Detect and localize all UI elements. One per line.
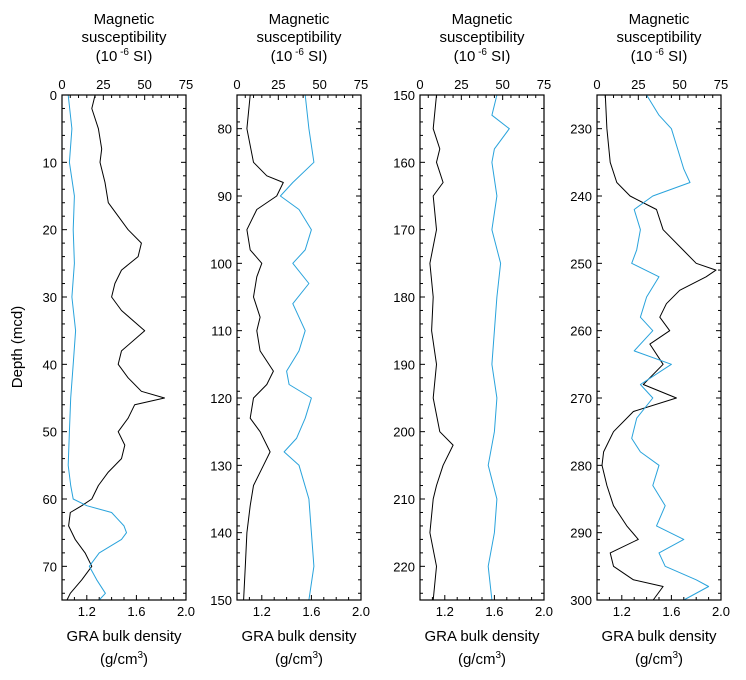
depth-axis-tick-label: 40 xyxy=(43,357,57,372)
density-curve xyxy=(487,94,510,601)
top-axis-tick-label: 75 xyxy=(714,77,728,92)
depth-axis-tick-label: 90 xyxy=(218,189,232,204)
susceptibility-curve xyxy=(243,94,284,601)
depth-axis-tick-label: 180 xyxy=(393,290,415,305)
top-axis-tick-label: 75 xyxy=(179,77,193,92)
depth-axis-tick-label: 170 xyxy=(393,223,415,238)
depth-axis-tick-label: 280 xyxy=(570,458,592,473)
depth-axis-tick-label: 140 xyxy=(210,526,232,541)
depth-axis-tick-label: 100 xyxy=(210,256,232,271)
depth-axis-tick-label: 300 xyxy=(570,593,592,608)
depth-axis-tick-label: 70 xyxy=(43,559,57,574)
top-axis-tick-label: 0 xyxy=(593,77,600,92)
top-axis-tick-label: 50 xyxy=(312,77,326,92)
susceptibility-curve xyxy=(429,94,454,601)
depth-axis-tick-label: 190 xyxy=(393,357,415,372)
panel-frame xyxy=(61,94,187,601)
top-axis-tick-label: 25 xyxy=(454,77,468,92)
depth-axis-tick-label: 120 xyxy=(210,391,232,406)
bottom-axis-tick-label: 2.0 xyxy=(535,604,553,619)
depth-axis-tick-label: 200 xyxy=(393,425,415,440)
bottom-axis-tick-label: 1.6 xyxy=(485,604,503,619)
depth-axis-tick-label: 50 xyxy=(43,425,57,440)
panel-frame xyxy=(596,94,722,601)
top-axis-title-units: (10 -6 SI) xyxy=(96,47,153,65)
bottom-axis-tick-label: 1.6 xyxy=(127,604,145,619)
depth-axis-tick-label: 160 xyxy=(393,155,415,170)
depth-axis-tick-label: 230 xyxy=(570,122,592,137)
depth-axis-tick-label: 240 xyxy=(570,189,592,204)
susceptibility-curve xyxy=(66,94,165,601)
depth-axis-tick-label: 220 xyxy=(393,559,415,574)
depth-axis-tick-label: 150 xyxy=(393,88,415,103)
density-curve xyxy=(279,94,315,601)
depth-axis-tick-label: 270 xyxy=(570,391,592,406)
top-axis-title-line2: susceptibility xyxy=(81,29,167,46)
top-axis-title-line2: susceptibility xyxy=(616,29,702,46)
depth-axis-tick-label: 110 xyxy=(211,324,232,339)
depth-axis-tick-label: 80 xyxy=(218,122,232,137)
top-axis-tick-label: 50 xyxy=(672,77,686,92)
bottom-axis-tick-label: 1.6 xyxy=(302,604,320,619)
top-axis-title-line2: susceptibility xyxy=(256,29,342,46)
depth-axis-tick-label: 0 xyxy=(50,88,57,103)
depth-axis-tick-label: 210 xyxy=(393,492,415,507)
bottom-axis-title-line1: GRA bulk density xyxy=(241,628,357,645)
bottom-axis-title-line1: GRA bulk density xyxy=(424,628,540,645)
top-axis-tick-label: 25 xyxy=(271,77,285,92)
depth-axis-tick-label: 290 xyxy=(570,526,592,541)
density-curve xyxy=(631,94,710,601)
top-axis-title-units: (10 -6 SI) xyxy=(271,47,328,65)
bottom-axis-title-line1: GRA bulk density xyxy=(601,628,717,645)
top-axis-tick-label: 75 xyxy=(354,77,368,92)
depth-axis-tick-label: 250 xyxy=(570,256,592,271)
bottom-axis-tick-label: 1.6 xyxy=(662,604,680,619)
bottom-axis-tick-label: 1.2 xyxy=(613,604,631,619)
top-axis-tick-label: 0 xyxy=(58,77,65,92)
panel-frame xyxy=(236,94,362,601)
bottom-axis-tick-label: 2.0 xyxy=(177,604,195,619)
bottom-axis-title-line1: GRA bulk density xyxy=(66,628,182,645)
depth-axis-tick-label: 260 xyxy=(570,324,592,339)
bottom-axis-title-units: (g/cm3) xyxy=(100,650,148,668)
top-axis-title-line1: Magnetic xyxy=(94,11,155,28)
top-axis-title-line2: susceptibility xyxy=(439,29,525,46)
top-axis-tick-label: 25 xyxy=(96,77,110,92)
susceptibility-curve xyxy=(601,94,717,601)
top-axis-tick-label: 0 xyxy=(233,77,240,92)
panel-frame xyxy=(419,94,545,601)
bottom-axis-tick-label: 1.2 xyxy=(78,604,96,619)
bottom-axis-title-units: (g/cm3) xyxy=(635,650,683,668)
depth-axis-tick-label: 60 xyxy=(43,492,57,507)
bottom-axis-tick-label: 1.2 xyxy=(436,604,454,619)
bottom-axis-tick-label: 2.0 xyxy=(352,604,370,619)
density-curve xyxy=(67,94,127,601)
top-axis-title-units: (10 -6 SI) xyxy=(454,47,511,65)
top-axis-title-line1: Magnetic xyxy=(269,11,330,28)
top-axis-tick-label: 0 xyxy=(416,77,423,92)
bottom-axis-title-units: (g/cm3) xyxy=(458,650,506,668)
bottom-axis-title-units: (g/cm3) xyxy=(275,650,323,668)
top-axis-tick-label: 50 xyxy=(137,77,151,92)
top-axis-title-line1: Magnetic xyxy=(629,11,690,28)
depth-axis-tick-label: 20 xyxy=(43,223,57,238)
depth-axis-tick-label: 150 xyxy=(210,593,232,608)
top-axis-title-units: (10 -6 SI) xyxy=(631,47,688,65)
bottom-axis-tick-label: 1.2 xyxy=(253,604,271,619)
y-axis-label: Depth (mcd) xyxy=(9,306,26,389)
depth-axis-tick-label: 10 xyxy=(43,155,57,170)
depth-axis-tick-label: 130 xyxy=(210,458,232,473)
top-axis-tick-label: 75 xyxy=(537,77,551,92)
top-axis-tick-label: 50 xyxy=(495,77,509,92)
top-axis-title-line1: Magnetic xyxy=(452,11,513,28)
bottom-axis-tick-label: 2.0 xyxy=(712,604,730,619)
depth-axis-tick-label: 30 xyxy=(43,290,57,305)
top-axis-tick-label: 25 xyxy=(631,77,645,92)
